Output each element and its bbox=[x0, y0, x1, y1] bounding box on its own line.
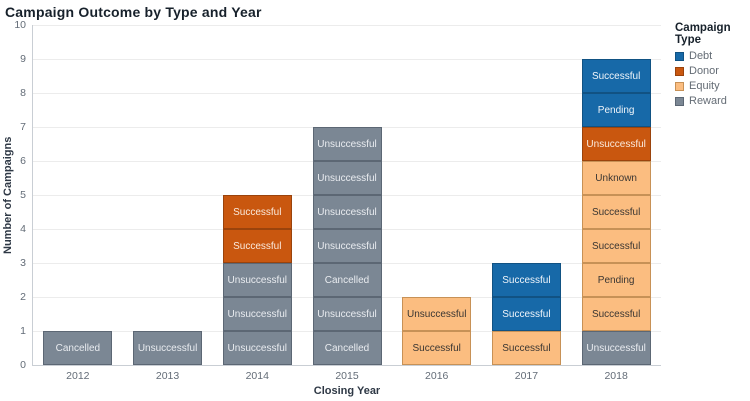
chart-title: Campaign Outcome by Type and Year bbox=[5, 4, 262, 20]
bar-segment-2018-2[interactable]: Pending bbox=[581, 263, 651, 297]
bar-segment-2018-8[interactable]: Successful bbox=[581, 59, 651, 93]
y-tick-label-1: 1 bbox=[20, 325, 26, 337]
legend-title: Campaign Type bbox=[675, 22, 731, 46]
y-tick-label-5: 5 bbox=[20, 189, 26, 201]
gridline-y-10 bbox=[33, 24, 661, 26]
y-tick-label-4: 4 bbox=[20, 223, 26, 235]
x-tick-label-2014: 2014 bbox=[245, 370, 269, 382]
bar-segment-2018-0[interactable]: Unsuccessful bbox=[581, 331, 651, 365]
bar-segment-2015-5[interactable]: Unsuccessful bbox=[312, 161, 382, 195]
bar-segment-2018-1[interactable]: Successful bbox=[581, 297, 651, 331]
x-tick-label-2013: 2013 bbox=[155, 370, 180, 382]
legend-items: Debt Donor Equity Reward bbox=[675, 50, 750, 107]
x-tick-label-2017: 2017 bbox=[514, 370, 539, 382]
bar-segment-2015-2[interactable]: Cancelled bbox=[312, 263, 382, 297]
bar-segment-2014-2[interactable]: Unsuccessful bbox=[222, 263, 292, 297]
x-tick-label-2012: 2012 bbox=[66, 370, 90, 382]
bar-segment-2018-4[interactable]: Successful bbox=[581, 195, 651, 229]
bar-segment-2015-4[interactable]: Unsuccessful bbox=[312, 195, 382, 229]
legend-label: Debt bbox=[689, 50, 713, 62]
x-axis-line bbox=[33, 365, 661, 366]
bar-segment-2014-4[interactable]: Successful bbox=[222, 195, 292, 229]
bar-segment-2015-3[interactable]: Unsuccessful bbox=[312, 229, 382, 263]
bar-segment-2018-5[interactable]: Unknown bbox=[581, 161, 651, 195]
legend-swatch-debt bbox=[675, 51, 684, 61]
legend-item-reward[interactable]: Reward bbox=[675, 95, 750, 107]
legend-item-donor[interactable]: Donor bbox=[675, 65, 750, 77]
bar-segment-2015-1[interactable]: Unsuccessful bbox=[312, 297, 382, 331]
bar-segment-2013-0[interactable]: Unsuccessful bbox=[133, 331, 203, 365]
bar-segment-2016-0[interactable]: Successful bbox=[402, 331, 472, 365]
legend-swatch-donor bbox=[675, 66, 684, 76]
x-axis-title: Closing Year bbox=[313, 385, 381, 397]
y-tick-label-8: 8 bbox=[20, 87, 26, 99]
y-tick-label-3: 3 bbox=[20, 257, 26, 269]
y-tick-label-10: 10 bbox=[14, 19, 26, 31]
bar-segment-2017-1[interactable]: Successful bbox=[491, 297, 561, 331]
legend-label: Donor bbox=[689, 65, 719, 77]
legend: Campaign Type Debt Donor Equity Reward bbox=[675, 22, 750, 110]
bar-segment-2018-7[interactable]: Pending bbox=[581, 93, 651, 127]
x-tick-label-2016: 2016 bbox=[425, 370, 449, 382]
gridline-y-9 bbox=[33, 58, 661, 60]
bar-segment-2015-0[interactable]: Cancelled bbox=[312, 331, 382, 365]
bar-segment-2014-3[interactable]: Successful bbox=[222, 229, 292, 263]
y-tick-label-6: 6 bbox=[20, 155, 26, 167]
bar-segment-2018-3[interactable]: Successful bbox=[581, 229, 651, 263]
legend-item-equity[interactable]: Equity bbox=[675, 80, 750, 92]
bar-segment-2018-6[interactable]: Unsuccessful bbox=[581, 127, 651, 161]
x-tick-label-2015: 2015 bbox=[335, 370, 359, 382]
legend-swatch-reward bbox=[675, 96, 684, 106]
legend-swatch-equity bbox=[675, 81, 684, 91]
bar-segment-2014-1[interactable]: Unsuccessful bbox=[222, 297, 292, 331]
legend-label: Equity bbox=[689, 80, 720, 92]
y-tick-label-2: 2 bbox=[20, 291, 26, 303]
legend-label: Reward bbox=[689, 95, 727, 107]
legend-item-debt[interactable]: Debt bbox=[675, 50, 750, 62]
bar-segment-2014-0[interactable]: Unsuccessful bbox=[222, 331, 292, 365]
bar-segment-2015-6[interactable]: Unsuccessful bbox=[312, 127, 382, 161]
x-tick-label-2018: 2018 bbox=[604, 370, 628, 382]
bar-segment-2017-2[interactable]: Successful bbox=[491, 263, 561, 297]
gridline-y-8 bbox=[33, 92, 661, 94]
y-tick-label-7: 7 bbox=[20, 121, 26, 133]
y-tick-label-9: 9 bbox=[20, 53, 26, 65]
y-tick-label-0: 0 bbox=[20, 359, 26, 371]
y-axis-line bbox=[32, 25, 33, 366]
bar-segment-2016-1[interactable]: Unsuccessful bbox=[402, 297, 472, 331]
bar-segment-2012-0[interactable]: Cancelled bbox=[43, 331, 113, 365]
bar-segment-2017-0[interactable]: Successful bbox=[491, 331, 561, 365]
